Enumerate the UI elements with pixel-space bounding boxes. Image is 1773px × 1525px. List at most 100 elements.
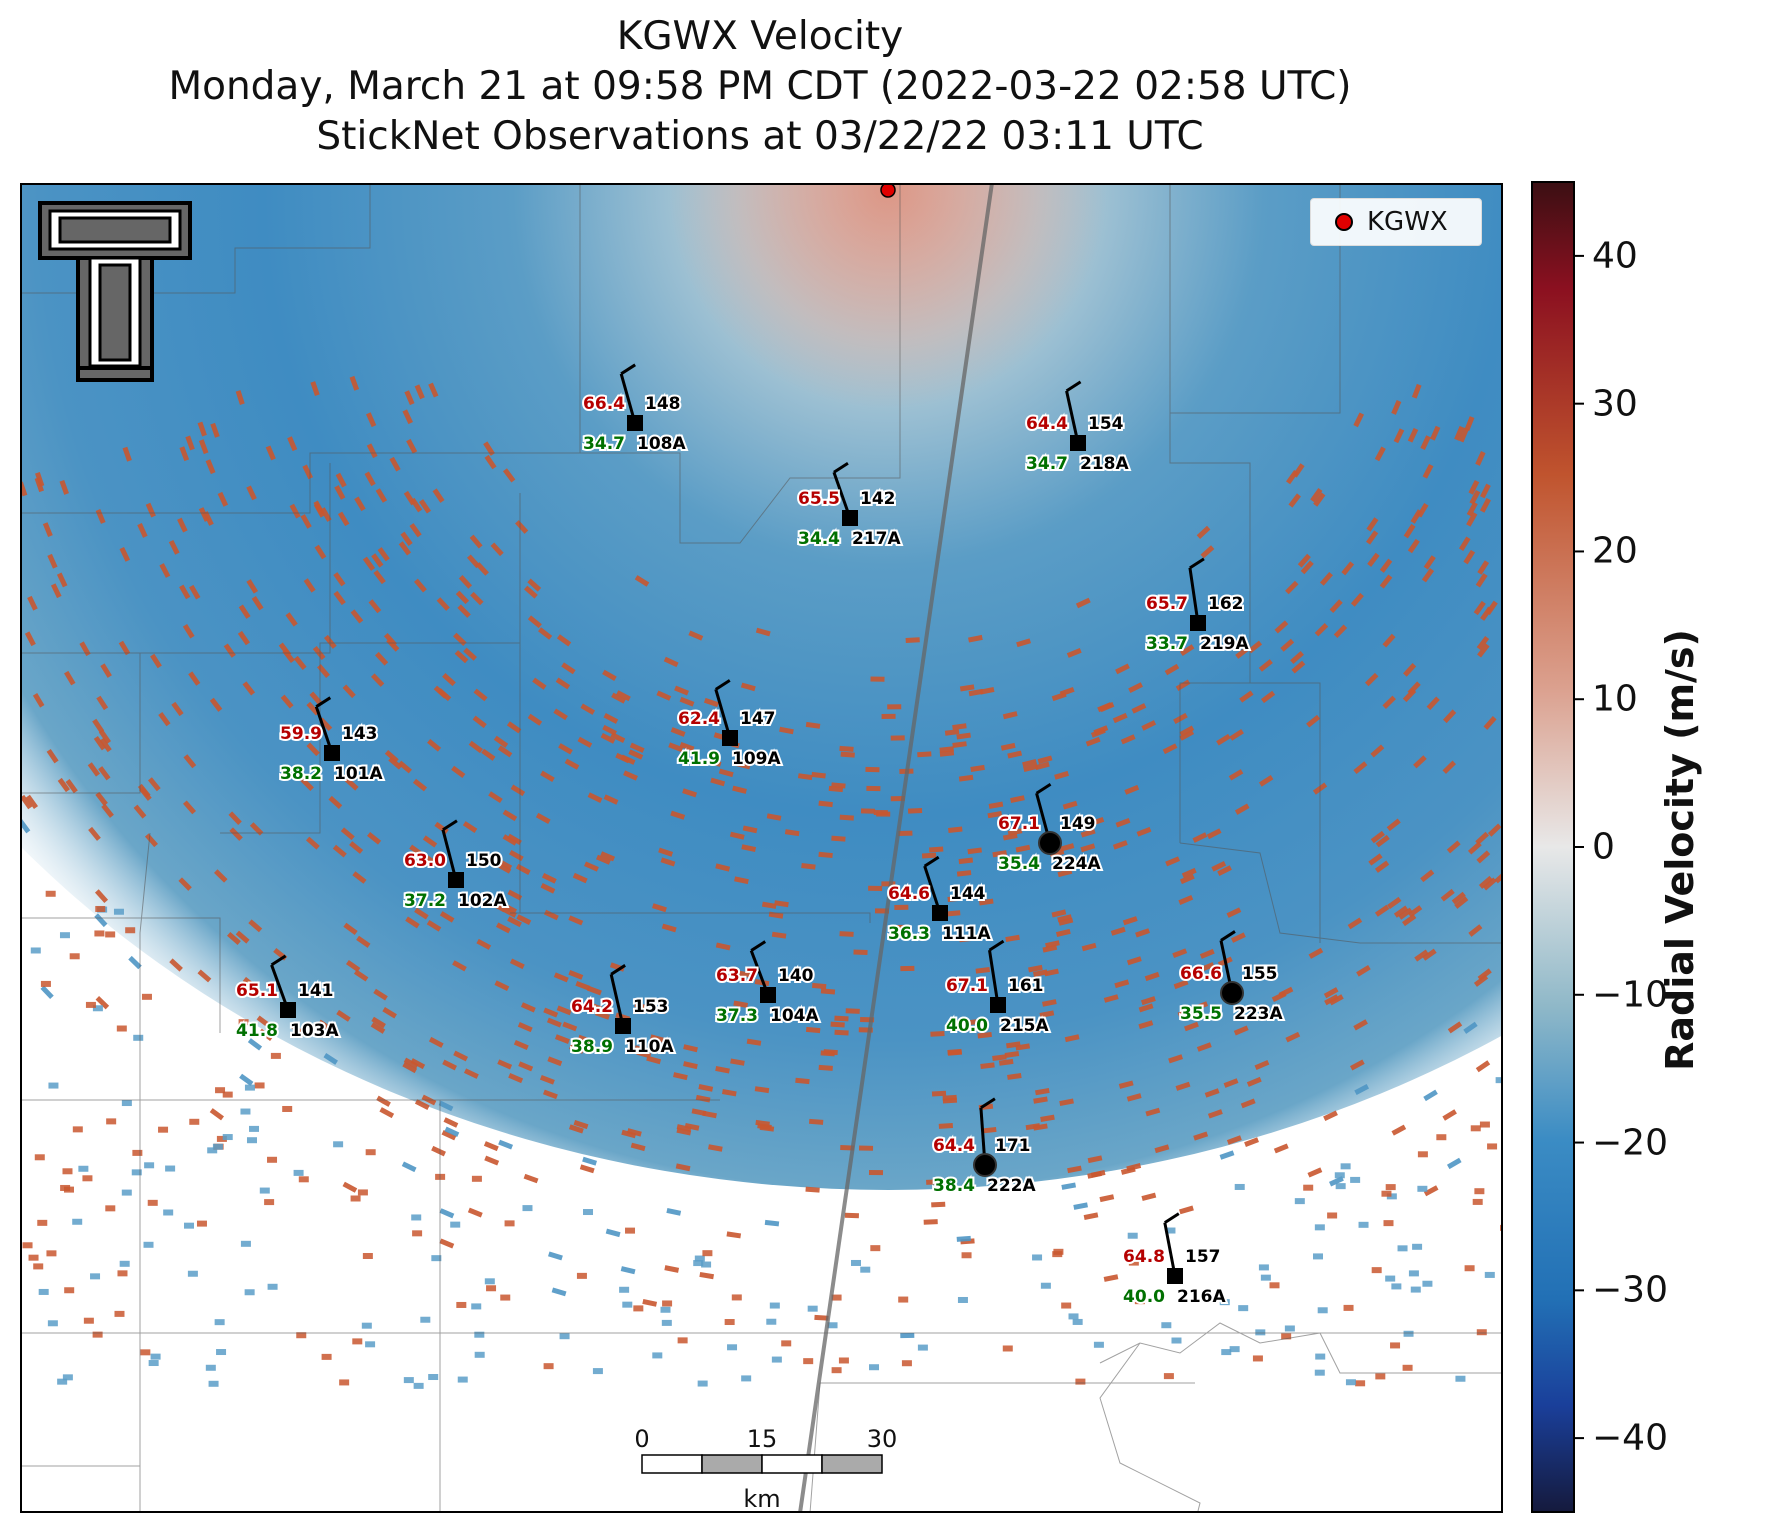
station-temperature: 63.7 — [716, 966, 758, 986]
station-wind-direction: 161 — [1008, 976, 1044, 996]
wind-barb-shaft — [609, 973, 625, 1027]
station-temperature: 65.5 — [798, 489, 840, 509]
station-102A: 63.0 150 37.2 102A — [402, 819, 509, 913]
colorbar-tick-label: −30 — [1592, 1269, 1668, 1311]
colorbar-tick-label: 10 — [1592, 678, 1638, 720]
wind-barb-flag — [442, 819, 458, 832]
station-marker-icon — [1190, 615, 1206, 631]
station-id: 222A — [987, 1176, 1036, 1196]
scale-unit: km — [743, 1485, 781, 1513]
wind-barb-shaft — [714, 688, 732, 739]
station-wind-direction: 153 — [633, 997, 669, 1017]
wind-barb-shaft — [441, 829, 458, 881]
station-temperature: 66.4 — [583, 394, 625, 414]
sticknet-stations: 66.4 148 34.7 108A 64.4 154 34.7 218A 65.5 142 34.… — [234, 363, 1285, 1309]
station-wind-direction: 150 — [466, 851, 502, 871]
wind-barb-flag — [980, 1097, 996, 1109]
wind-barb-flag — [1065, 380, 1082, 393]
station-224A: 67.1 149 35.4 224A — [996, 783, 1103, 876]
colorbar-tick-label: 0 — [1592, 826, 1615, 868]
title-line-2: Monday, March 21 at 09:58 PM CDT (2022-0… — [168, 64, 1352, 109]
wind-barb-shaft — [619, 373, 637, 424]
station-dewpoint: 35.5 — [1180, 1004, 1222, 1024]
station-215A: 67.1 161 40.0 215A — [944, 939, 1051, 1038]
station-temperature: 64.8 — [1123, 1247, 1165, 1267]
station-marker-icon — [932, 905, 948, 921]
station-id: 216A — [1177, 1287, 1226, 1307]
station-id: 223A — [1234, 1004, 1283, 1024]
station-temperature: 66.6 — [1180, 964, 1222, 984]
station-104A: 63.7 140 37.3 104A — [714, 940, 821, 1028]
station-marker-icon — [1220, 981, 1244, 1005]
station-dewpoint: 36.3 — [888, 924, 930, 944]
station-103A: 65.1 141 41.8 103A — [234, 954, 341, 1043]
station-101A: 59.9 143 38.2 101A — [278, 696, 385, 786]
wind-barb-flag — [1220, 930, 1236, 942]
wind-barb-shaft — [1163, 1222, 1177, 1277]
station-dewpoint: 34.4 — [798, 529, 840, 549]
station-wind-direction: 171 — [995, 1136, 1031, 1156]
wind-barb-flag — [270, 954, 287, 967]
map-legend: KGWX — [1310, 198, 1482, 246]
highway-line — [798, 183, 994, 1513]
wind-barb-flag — [923, 855, 940, 868]
station-marker-icon — [627, 415, 643, 431]
station-marker-icon — [722, 730, 738, 746]
station-dewpoint: 35.4 — [998, 854, 1040, 874]
kgwx-radar-site-marker — [880, 183, 896, 198]
wind-barb-flag — [714, 679, 731, 691]
station-dewpoint: 40.0 — [1123, 1287, 1165, 1307]
station-222A: 64.4 171 38.4 222A — [931, 1097, 1038, 1198]
wind-barb-shaft — [1188, 567, 1200, 624]
station-dewpoint: 41.8 — [236, 1021, 278, 1041]
station-id: 111A — [942, 924, 991, 944]
station-wind-direction: 147 — [740, 709, 776, 729]
station-marker-icon — [760, 987, 776, 1003]
colorbar-label: Radial Velocity (m/s) — [1658, 629, 1702, 1071]
title-line-1: KGWX Velocity — [616, 14, 904, 59]
station-dewpoint: 38.9 — [571, 1037, 613, 1057]
station-marker-icon — [1167, 1268, 1183, 1284]
station-109A: 62.4 147 41.9 109A — [676, 679, 783, 771]
wind-barb-flag — [315, 696, 332, 708]
station-temperature: 65.1 — [236, 981, 278, 1001]
station-wind-direction: 143 — [342, 724, 378, 744]
station-marker-icon — [990, 997, 1006, 1013]
scale-tick-30: 30 — [866, 1425, 898, 1453]
station-dewpoint: 38.2 — [280, 764, 322, 784]
station-wind-direction: 155 — [1242, 964, 1278, 984]
colorbar-tick-label: −40 — [1592, 1417, 1668, 1459]
station-dewpoint: 40.0 — [946, 1016, 988, 1036]
scale-bar — [641, 1454, 883, 1474]
wind-barb-flag — [1163, 1212, 1180, 1224]
title-line-3: StickNet Observations at 03/22/22 03:11 … — [316, 114, 1204, 159]
station-id: 108A — [637, 434, 686, 454]
texas-tech-double-t-logo — [38, 201, 192, 382]
station-temperature: 67.1 — [946, 976, 988, 996]
station-marker-icon — [615, 1018, 631, 1034]
station-wind-direction: 157 — [1185, 1247, 1221, 1267]
station-dewpoint: 37.3 — [716, 1006, 758, 1026]
station-temperature: 65.7 — [1146, 594, 1188, 614]
scale-tick-0: 0 — [634, 1425, 650, 1453]
wind-barb-flag — [833, 462, 849, 474]
station-marker-icon — [324, 745, 340, 761]
station-110A: 64.2 153 38.9 110A — [569, 964, 676, 1059]
station-marker-icon — [448, 872, 464, 888]
station-id: 219A — [1200, 634, 1249, 654]
station-wind-direction: 149 — [1060, 814, 1096, 834]
station-223A: 66.6 155 35.5 223A — [1178, 930, 1285, 1026]
colorbar-tick-label: −10 — [1592, 974, 1668, 1016]
station-108A: 66.4 148 34.7 108A — [581, 363, 688, 456]
wind-barb-flag — [1035, 783, 1052, 795]
wind-barb-flag — [750, 940, 767, 952]
station-wind-direction: 162 — [1208, 594, 1244, 614]
map-frame — [20, 183, 1503, 1513]
station-dewpoint: 41.9 — [678, 749, 720, 769]
station-wind-direction: 140 — [778, 966, 814, 986]
station-wind-direction: 148 — [645, 394, 681, 414]
station-wind-direction: 142 — [860, 489, 896, 509]
station-id: 102A — [458, 891, 507, 911]
station-temperature: 62.4 — [678, 709, 720, 729]
station-id: 103A — [290, 1021, 339, 1041]
